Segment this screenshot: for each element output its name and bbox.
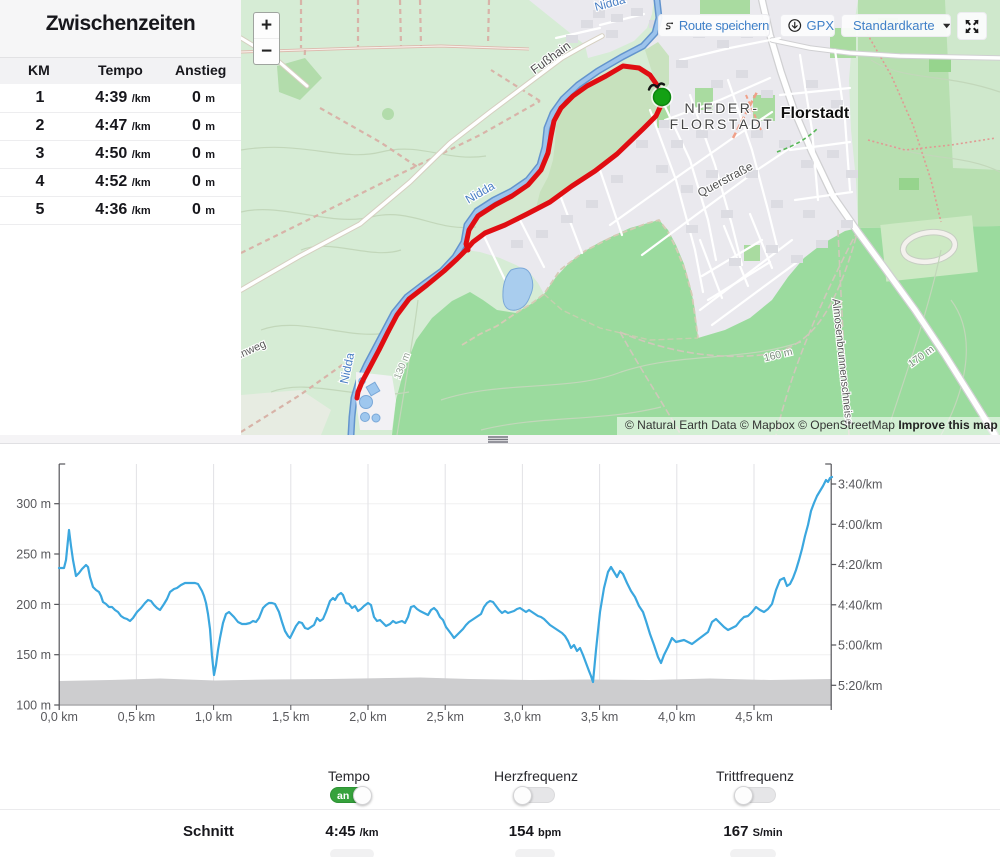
- svg-text:FLORSTADT: FLORSTADT: [670, 116, 775, 132]
- svg-text:250 m: 250 m: [16, 548, 51, 562]
- svg-text:300 m: 300 m: [16, 497, 51, 511]
- svg-text:Nidda: Nidda: [337, 351, 357, 385]
- svg-text:5:00/km: 5:00/km: [838, 639, 882, 653]
- svg-text:4:20/km: 4:20/km: [838, 558, 882, 572]
- svg-text:4:00/km: 4:00/km: [838, 518, 882, 532]
- svg-text:1,0 km: 1,0 km: [195, 710, 233, 724]
- svg-text:0,5 km: 0,5 km: [118, 710, 156, 724]
- svg-text:3,0 km: 3,0 km: [504, 710, 542, 724]
- svg-text:4:40/km: 4:40/km: [838, 598, 882, 612]
- svg-text:1,5 km: 1,5 km: [272, 710, 310, 724]
- svg-text:NIEDER-: NIEDER-: [684, 100, 759, 116]
- svg-text:4,0 km: 4,0 km: [658, 710, 696, 724]
- svg-text:4,5 km: 4,5 km: [735, 710, 773, 724]
- svg-text:100 m: 100 m: [16, 699, 51, 713]
- svg-text:FLORSTADT: FLORSTADT: [670, 116, 775, 132]
- svg-text:5:20/km: 5:20/km: [838, 679, 882, 693]
- svg-text:2,5 km: 2,5 km: [426, 710, 464, 724]
- svg-text:3:40/km: 3:40/km: [838, 478, 882, 492]
- svg-text:2,0 km: 2,0 km: [349, 710, 387, 724]
- svg-text:3,5 km: 3,5 km: [581, 710, 619, 724]
- svg-text:NIEDER-: NIEDER-: [684, 100, 759, 116]
- svg-text:Florstadt: Florstadt: [781, 105, 850, 122]
- svg-text:0,0 km: 0,0 km: [40, 710, 78, 724]
- svg-text:150 m: 150 m: [16, 648, 51, 662]
- svg-text:Florstadt: Florstadt: [781, 105, 850, 122]
- svg-text:200 m: 200 m: [16, 598, 51, 612]
- svg-text:© Natural Earth Data © Mapbox: © Natural Earth Data © Mapbox © OpenStre…: [625, 418, 998, 432]
